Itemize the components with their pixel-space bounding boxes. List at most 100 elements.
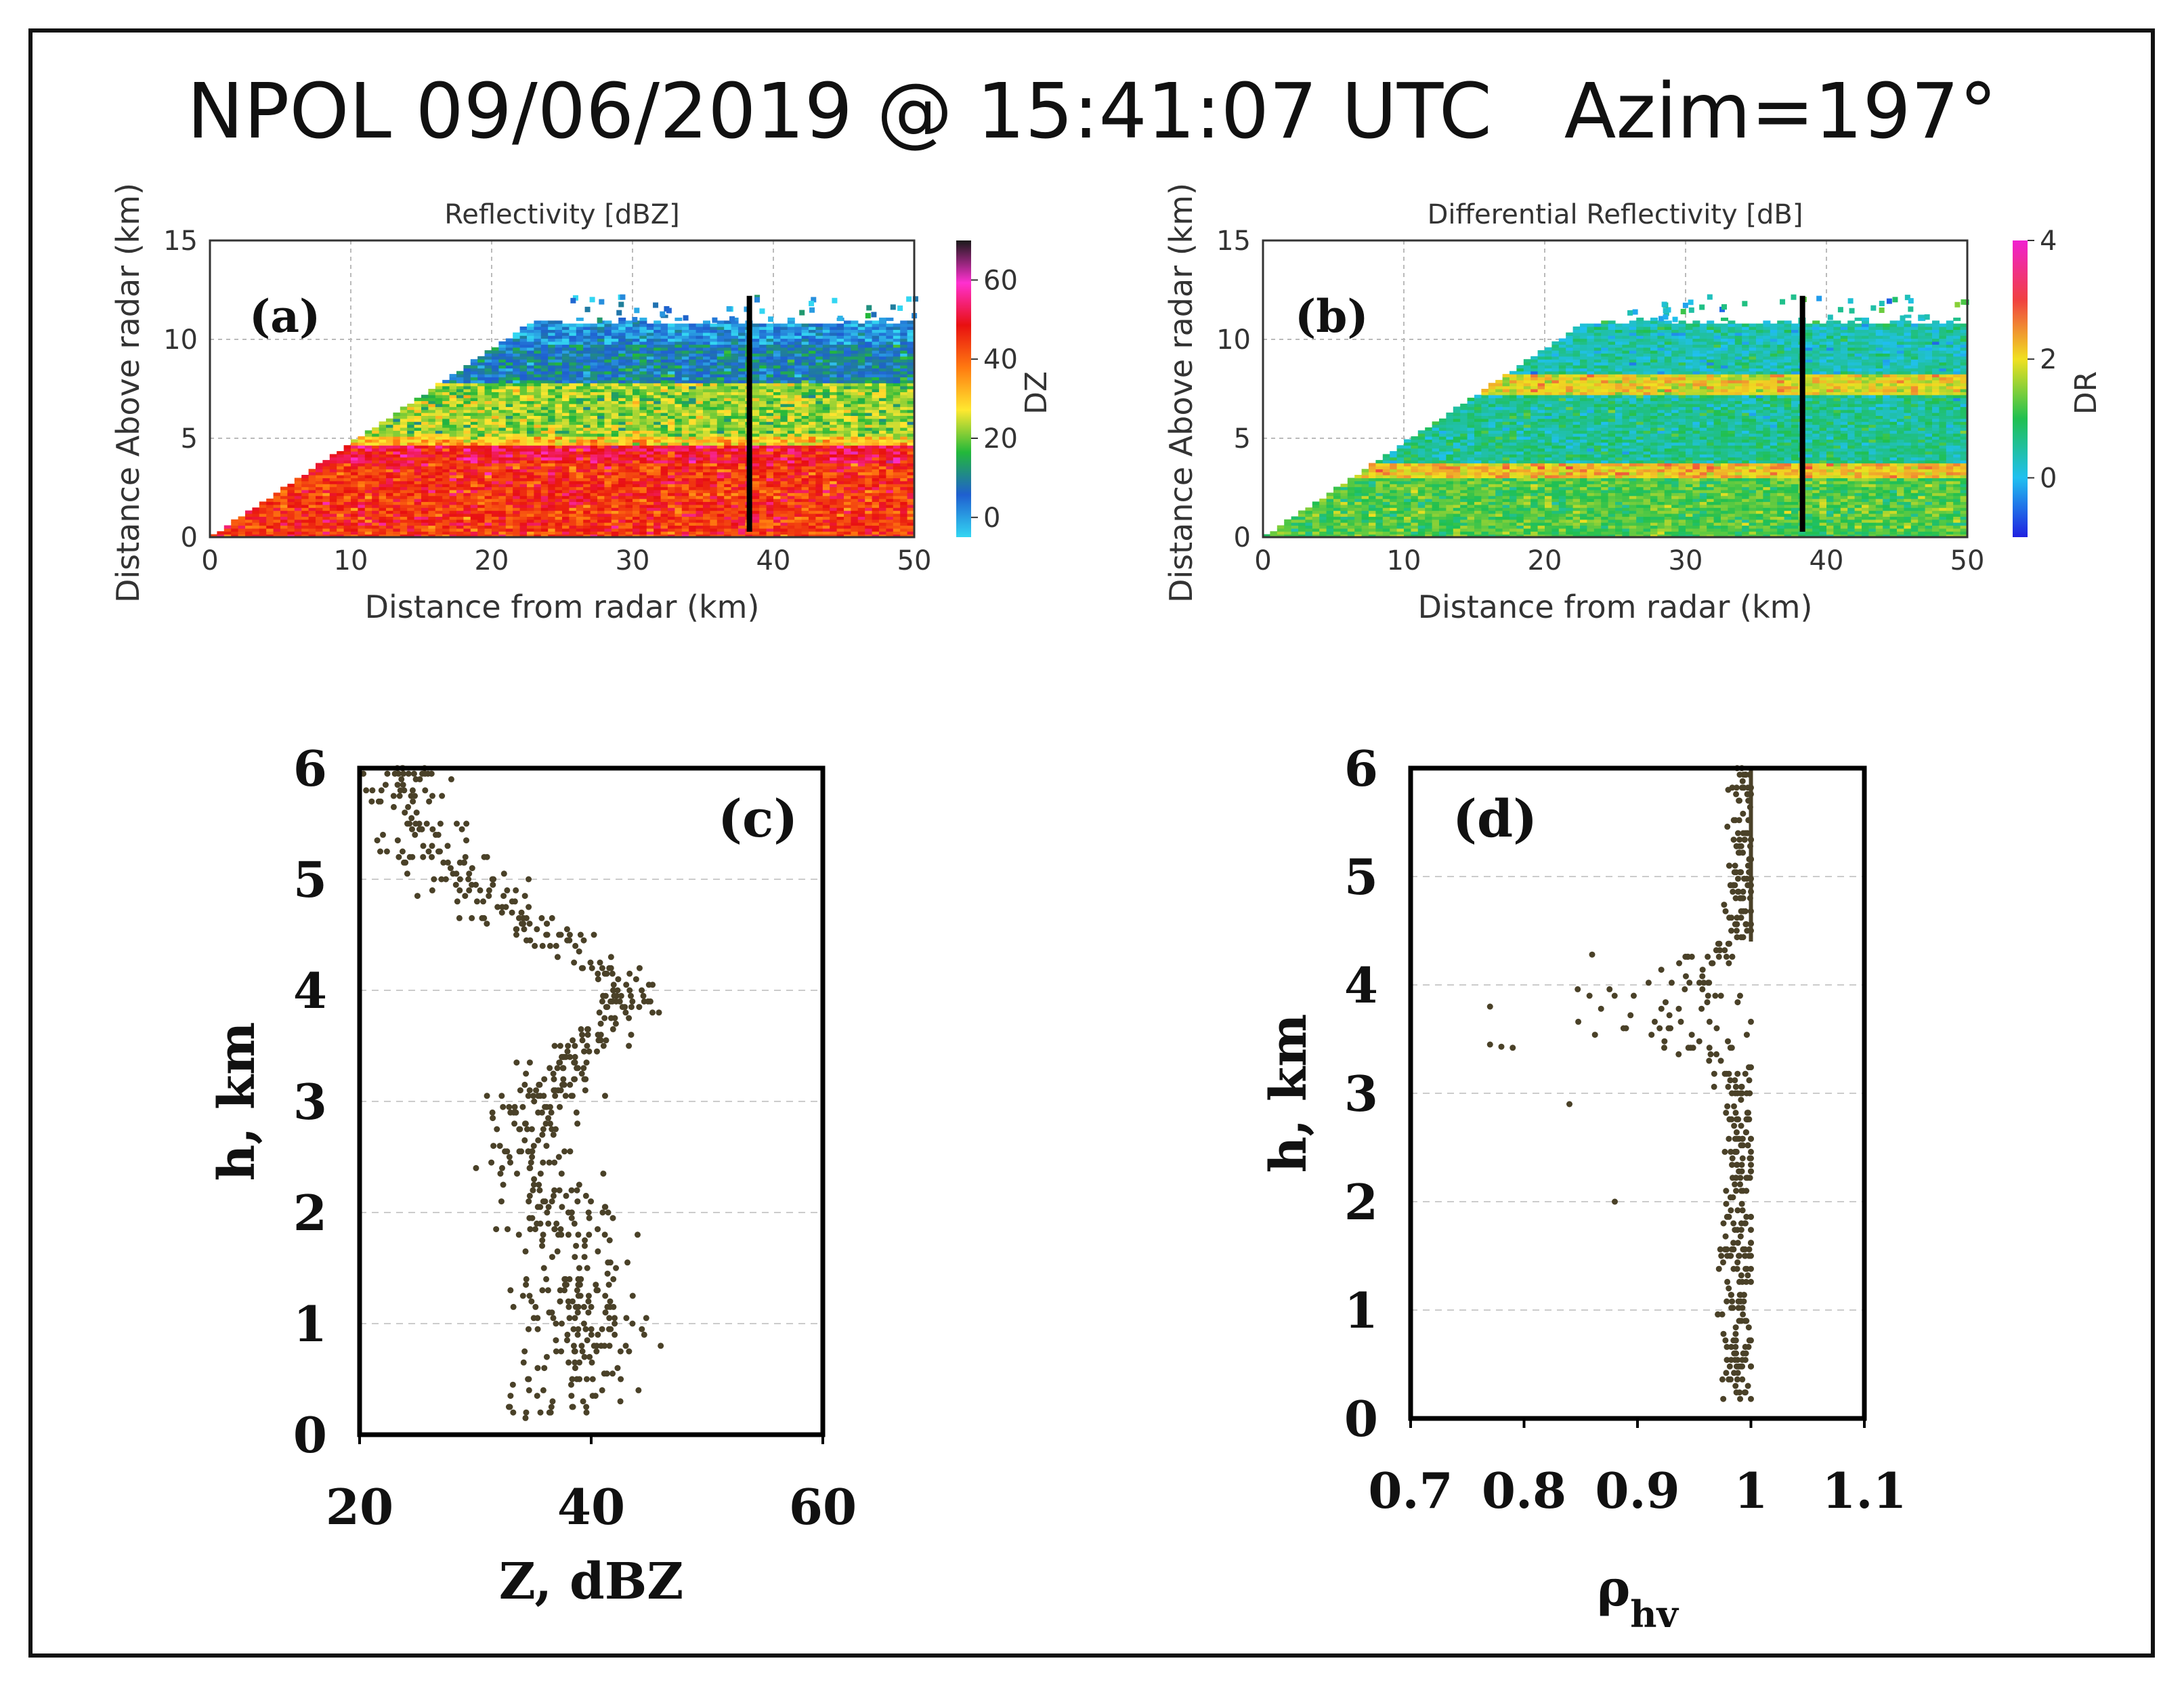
heatmap-cell (548, 418, 556, 422)
heatmap-cell (428, 439, 436, 443)
heatmap-cell (716, 398, 725, 402)
heatmap-cell (534, 394, 542, 398)
heatmap-cell (646, 424, 654, 428)
heatmap-cell (710, 433, 718, 437)
heatmap-cell (597, 326, 605, 330)
heatmap-cell (836, 442, 844, 446)
heatmap-cell (364, 471, 372, 476)
heatmap-cell (681, 525, 689, 529)
heatmap-cell (576, 519, 584, 523)
heatmap-cell (604, 534, 612, 538)
heatmap-cell (428, 484, 436, 488)
heatmap-cell (287, 534, 295, 538)
heatmap-cell (710, 448, 718, 452)
heatmap-cell (534, 371, 542, 375)
heatmap-cell (364, 484, 372, 488)
heatmap-cell (463, 528, 471, 532)
heatmap-cell (527, 457, 534, 461)
heatmap-cell (484, 413, 492, 417)
heatmap-cell (695, 507, 704, 511)
heatmap-cell (358, 445, 366, 449)
heatmap-cell (639, 418, 647, 422)
heatmap-cell (801, 507, 809, 511)
heatmap-cell (513, 460, 521, 464)
heatmap-cell (794, 507, 802, 511)
heatmap-cell (759, 442, 767, 446)
heatmap-cell (625, 465, 633, 469)
heatmap-cell (498, 513, 507, 517)
heatmap-cell (836, 406, 844, 410)
heatmap-cell (484, 400, 492, 404)
heatmap-cell (470, 510, 478, 514)
heatmap-cell (421, 427, 429, 431)
heatmap-cell (590, 403, 598, 407)
heatmap-cell (555, 427, 563, 431)
heatmap-cell (316, 519, 323, 523)
heatmap-cell (527, 528, 534, 532)
heatmap-cell (773, 513, 781, 517)
heatmap-cell (646, 513, 654, 517)
heatmap-cell (710, 385, 718, 389)
heatmap-cell (830, 504, 838, 508)
heatmap-cell (604, 465, 612, 469)
heatmap-cell (364, 465, 372, 469)
heatmap-cell (519, 513, 528, 517)
heatmap-cell (534, 475, 542, 478)
heatmap-cell (759, 489, 767, 493)
heatmap-cell (470, 489, 478, 493)
heatmap-cell (646, 350, 654, 354)
heatmap-cell (590, 495, 598, 499)
heatmap-cell (618, 320, 626, 324)
heatmap-cell (329, 516, 337, 520)
heatmap-cell (716, 465, 725, 469)
heatmap-cell (534, 323, 542, 327)
heatmap-cell (604, 471, 612, 476)
heatmap-cell (540, 406, 549, 410)
heatmap-cell (646, 335, 654, 339)
heatmap-cell (710, 436, 718, 440)
heatmap-cell (681, 415, 689, 419)
heatmap-cell (428, 469, 436, 473)
heatmap-cell (498, 442, 507, 446)
heatmap-cell (618, 445, 626, 449)
heatmap-cell (435, 433, 443, 437)
heatmap-cell (400, 484, 408, 488)
heatmap-cell (710, 344, 718, 348)
heatmap-cell (801, 513, 809, 517)
heatmap-cell (534, 353, 542, 357)
heatmap-cell (555, 379, 563, 383)
heatmap-cell (590, 371, 598, 375)
heatmap-cell (809, 326, 816, 330)
heatmap-cell (822, 406, 830, 410)
heatmap-cell (625, 463, 633, 467)
heatmap-cell (618, 436, 626, 440)
heatmap-cell (738, 394, 746, 398)
heatmap-cell (316, 525, 323, 529)
heatmap-cell (716, 522, 725, 526)
heatmap-cell (766, 504, 774, 508)
heatmap-cell (618, 528, 626, 532)
heatmap-cell (836, 353, 844, 357)
heatmap-cell (851, 534, 859, 538)
heatmap-cell (604, 409, 612, 413)
heatmap-cell (548, 519, 556, 523)
heatmap-cell (787, 424, 795, 428)
heatmap-cell (407, 513, 415, 517)
heatmap-cell (421, 439, 429, 443)
heatmap-cell (625, 510, 633, 514)
heatmap-cell (822, 394, 830, 398)
heatmap-cell (611, 406, 619, 410)
heatmap-cell (646, 471, 654, 476)
heatmap-cell (540, 424, 549, 428)
heatmap-cell (364, 528, 372, 532)
heatmap-cell (477, 377, 486, 381)
heatmap-cell (604, 392, 612, 396)
heatmap-cell (449, 406, 457, 410)
heatmap-cell (703, 398, 710, 402)
heatmap-cell (703, 450, 710, 455)
heatmap-cell (492, 364, 499, 368)
heatmap-cell (787, 347, 795, 351)
heatmap-cell (633, 338, 640, 342)
heatmap-cell (724, 439, 732, 443)
heatmap-cell (618, 371, 626, 375)
